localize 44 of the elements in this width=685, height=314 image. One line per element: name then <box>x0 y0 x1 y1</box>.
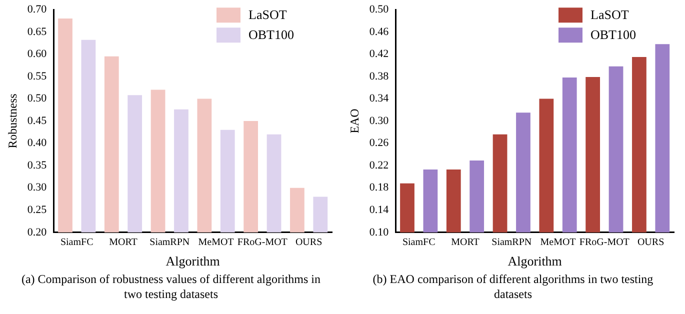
x-tick-label: MORT <box>451 237 480 248</box>
y-tick-label: 0.55 <box>27 70 48 82</box>
y-tick-label: 0.65 <box>27 26 48 38</box>
y-tick-label: 0.70 <box>27 3 48 16</box>
y-tick-label: 0.38 <box>369 70 390 82</box>
y-tick-label: 0.45 <box>27 114 48 127</box>
y-tick-label: 0.14 <box>369 204 390 216</box>
y-tick-label: 0.34 <box>369 92 390 105</box>
text: (b) EAO comparison of different algorithms in two testing datasets <box>372 272 654 302</box>
x-axis-title: Algorithm <box>508 254 562 269</box>
x-tick-label: OURS <box>637 237 664 248</box>
x-tick-label: SiamFC <box>60 237 94 248</box>
x-tick-label: FRoG-MOT <box>579 237 630 248</box>
y-tick-label: 0.46 <box>369 26 390 38</box>
y-axis-title: Robustness <box>5 93 20 148</box>
x-tick-label: SiamRPN <box>492 237 532 248</box>
y-tick-label: 0.25 <box>27 204 48 216</box>
x-tick-label: FRoG-MOT <box>237 237 288 248</box>
x-tick-label: OURS <box>295 237 322 248</box>
legend-label: LaSOT <box>590 7 629 22</box>
x-axis-title: Algorithm <box>166 254 220 269</box>
y-tick-label: 0.60 <box>27 48 48 60</box>
y-axis-title: EAO <box>347 108 362 134</box>
y-tick-label: 0.30 <box>27 182 48 194</box>
legend-label: LaSOT <box>248 7 287 22</box>
y-tick-label: 0.26 <box>369 137 390 150</box>
x-tick-label: SiamFC <box>402 237 436 248</box>
y-tick-label: 0.10 <box>369 226 390 238</box>
legend-label: OBT100 <box>248 27 294 42</box>
y-tick-label: 0.50 <box>27 92 48 105</box>
text: (a) Comparison of robustness values of different algorithms in two testing datasets <box>21 272 321 302</box>
x-tick-label: SiamRPN <box>150 237 190 248</box>
y-tick-label: 0.35 <box>27 159 48 172</box>
y-tick-label: 0.20 <box>27 226 48 238</box>
y-tick-label: 0.22 <box>369 159 389 172</box>
y-tick-label: 0.30 <box>369 114 390 127</box>
y-tick-label: 0.40 <box>27 137 48 150</box>
y-tick-label: 0.18 <box>369 182 390 194</box>
x-tick-label: MeMOT <box>540 237 576 248</box>
legend-label: OBT100 <box>590 27 636 42</box>
x-tick-label: MeMOT <box>198 237 234 248</box>
x-tick-label: MORT <box>109 237 138 248</box>
y-tick-label: 0.42 <box>369 48 389 60</box>
y-tick-label: 0.50 <box>369 3 390 16</box>
